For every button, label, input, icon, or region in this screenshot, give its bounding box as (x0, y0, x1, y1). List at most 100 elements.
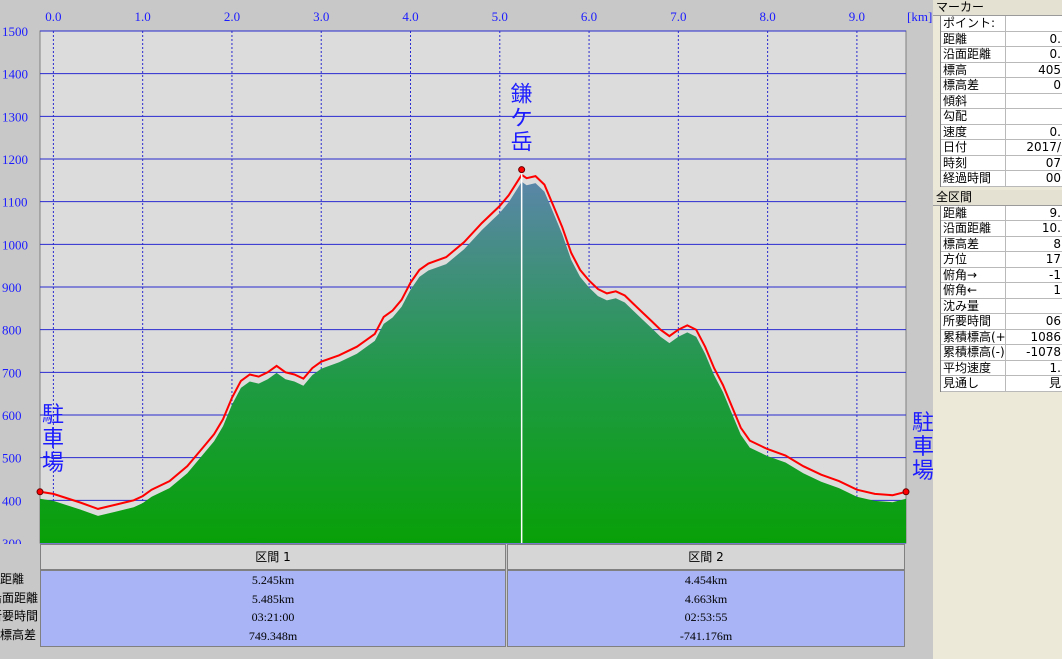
info-label: 距離 (941, 31, 1006, 46)
info-row: 時刻 07 (941, 155, 1062, 171)
y-axis-ticks: 1500 1400 1300 1200 1100 1000 900 800 700 600 500 4… (2, 24, 28, 544)
y-tick-label: 500 (2, 451, 22, 466)
info-label: 累積標高(-) (943, 345, 1006, 360)
all-panel-list: 距離 9. 沿面距離 10. 標高差 8 方位 17 俯角→ -1 俯角← 1 沈み量 所要時間 06 累積標… (940, 205, 1062, 392)
info-row: 沈み量 (941, 298, 1062, 314)
section-value: 5.485km (251, 591, 295, 606)
info-label: 傾斜 (941, 93, 1006, 108)
y-tick-label: 800 (2, 323, 22, 338)
y-tick-label: 400 (2, 493, 22, 508)
info-value: 9. (1049, 205, 1061, 220)
section-value: 4.663km (684, 591, 728, 606)
section-value: 03:21:00 (251, 610, 295, 625)
info-row: 方位 17 (941, 252, 1062, 268)
x-tick-label: 2.0 (224, 9, 240, 24)
info-value (1006, 16, 1062, 31)
info-panel: マーカー ポイント: 距離 0. 沿面距離 0. 標高 405 標高差 0 傾斜 勾配 速度 0. 日付 2… (933, 0, 1062, 659)
info-label: 速度 (941, 124, 1006, 139)
info-row: 傾斜 (941, 93, 1062, 109)
y-tick-label: 1200 (2, 152, 28, 167)
x-axis-unit: [km] (907, 9, 932, 24)
section-row-label: 所要時間 (0, 609, 38, 624)
x-tick-label: 4.0 (402, 9, 418, 24)
info-label: 俯角← (941, 283, 1006, 298)
section-1-values: 5.245km 5.485km 03:21:00 749.348m (40, 570, 506, 647)
section-2-header[interactable]: 区間 2 (507, 544, 905, 570)
info-value: 1. (1049, 360, 1061, 375)
info-value (1006, 109, 1062, 124)
info-label: 方位 (941, 252, 1006, 267)
info-label: 沈み量 (941, 298, 1006, 313)
info-label: 日付 (941, 140, 1006, 155)
info-value: 1 (1053, 283, 1061, 297)
elevation-area (40, 181, 906, 544)
info-value (1006, 94, 1062, 109)
x-tick-label: 5.0 (492, 9, 508, 24)
info-value: 0. (1049, 124, 1061, 139)
info-row: 距離 0. (941, 31, 1062, 47)
info-label: 標高差 (941, 78, 1006, 93)
marker-panel-title: マーカー (933, 0, 1062, 16)
info-label: 勾配 (941, 109, 1006, 124)
x-tick-label: 6.0 (581, 9, 597, 24)
all-panel-title: 全区間 (933, 189, 1062, 206)
annotation-label: 駐車場 (42, 403, 64, 476)
section-2-values: 4.454km 4.663km 02:53:55 -741.176m (507, 570, 905, 647)
y-tick-label: 1100 (2, 195, 28, 210)
y-tick-label: 700 (2, 365, 22, 380)
x-tick-label: 1.0 (135, 9, 151, 24)
info-row: 勾配 (941, 109, 1062, 125)
info-label: 標高 (941, 62, 1006, 77)
info-row: 平均速度 1. (941, 360, 1062, 376)
section-1-header[interactable]: 区間 1 (40, 544, 506, 570)
section-row-labels: 距離沿面距離所要時間標高差 (0, 570, 38, 644)
info-row: 標高 405 (941, 62, 1062, 78)
info-row: 経過時間 00 (941, 171, 1062, 187)
info-label: 距離 (941, 205, 1006, 220)
x-tick-label: 9.0 (849, 9, 865, 24)
info-row: 見通し 見 (941, 376, 1062, 392)
info-row: 標高差 8 (941, 236, 1062, 252)
info-label: 時刻 (941, 155, 1006, 170)
info-value: 10. (1041, 221, 1061, 235)
info-value: 見 (1048, 376, 1061, 390)
y-tick-label: 1000 (2, 237, 28, 252)
y-tick-label: 900 (2, 280, 22, 295)
info-label: 沿面距離 (941, 47, 1006, 62)
section-row-label: 距離 (0, 572, 25, 586)
y-tick-label: 1400 (2, 67, 28, 82)
info-value: 8 (1053, 236, 1061, 251)
section-table: 距離沿面距離所要時間標高差 区間 1 区間 2 5.245km 5.485km 03… (0, 544, 933, 659)
info-row: 標高差 0 (941, 78, 1062, 94)
info-value: -1 (1049, 267, 1061, 282)
info-row: 日付 2017/ (941, 140, 1062, 156)
info-label: 見通し (941, 376, 1006, 391)
y-tick-label: 300 (2, 536, 22, 544)
info-row: 距離 9. (941, 205, 1062, 221)
y-tick-label: 1500 (2, 24, 28, 39)
info-label: 累積標高(+) (943, 329, 1006, 344)
info-value: 2017/ (1026, 140, 1061, 154)
x-tick-label: 8.0 (759, 9, 775, 24)
info-row: 累積標高(-) -1078 (941, 345, 1062, 361)
info-value: 1086 (1030, 329, 1061, 344)
elevation-chart[interactable]: 0.0 1.0 2.0 3.0 4.0 5.0 6.0 7.0 8.0 9.0 150014001… (0, 0, 933, 544)
section-value: 4.454km (684, 573, 728, 587)
section-value: 749.348m (248, 628, 298, 643)
info-label: 沿面距離 (941, 221, 1006, 236)
x-axis-ticks: 0.0 1.0 2.0 3.0 4.0 5.0 6.0 7.0 8.0 9.0 (45, 9, 865, 24)
info-row: 沿面距離 10. (941, 221, 1062, 237)
info-value: 06 (1045, 314, 1061, 328)
info-value: 0. (1049, 47, 1061, 61)
info-value: 0. (1049, 31, 1061, 46)
annotation-label: 鎌ケ岳 (511, 83, 533, 156)
x-tick-label: 7.0 (670, 9, 686, 24)
annotation-point (518, 166, 526, 174)
y-tick-label: 1300 (2, 109, 28, 124)
annotation-label: 駐車場 (912, 411, 933, 484)
annotation-point (36, 488, 44, 496)
info-row: 俯角→ -1 (941, 267, 1062, 283)
section-value: -741.176m (679, 628, 733, 643)
info-label: 俯角→ (941, 267, 1006, 282)
